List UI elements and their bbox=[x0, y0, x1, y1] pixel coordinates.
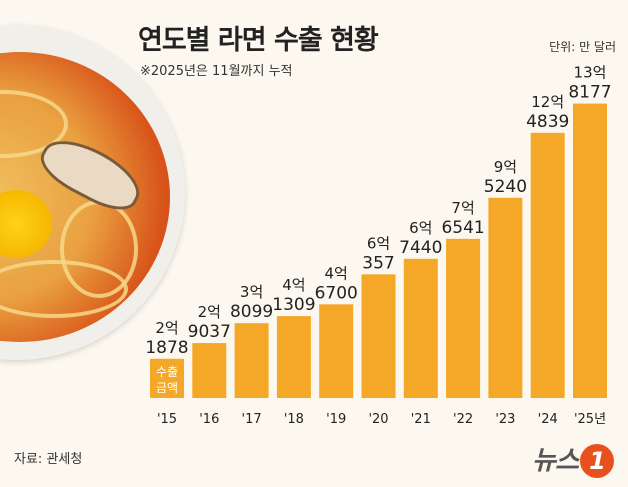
data-label-top: 12억 bbox=[531, 93, 564, 111]
data-label-bottom: 6700 bbox=[315, 283, 358, 303]
unit-label: 단위: 만 달러 bbox=[549, 40, 616, 54]
data-label-bottom: 5240 bbox=[484, 177, 527, 197]
bar bbox=[234, 323, 269, 398]
data-label-top: 6억 bbox=[367, 234, 390, 252]
data-label-top: 6억 bbox=[409, 219, 432, 237]
data-label-bottom: 6541 bbox=[441, 218, 484, 238]
bar bbox=[403, 258, 438, 398]
bar bbox=[530, 132, 565, 398]
data-label-top: 13억 bbox=[574, 64, 607, 82]
data-label-top: 4억 bbox=[282, 276, 305, 294]
data-label-bottom: 9037 bbox=[188, 322, 231, 342]
bar bbox=[361, 274, 396, 398]
bar bbox=[150, 358, 184, 398]
data-label-bottom: 1309 bbox=[272, 295, 315, 315]
data-label-top: 2억 bbox=[198, 303, 221, 321]
data-label-bottom: 8099 bbox=[230, 302, 273, 322]
x-tick-label: '20 bbox=[368, 412, 388, 427]
bar-inner-label: 금액 bbox=[156, 381, 178, 395]
data-label-bottom: 357 bbox=[362, 253, 394, 273]
x-tick-label: '22 bbox=[453, 412, 473, 427]
x-tick-label: '25년 bbox=[574, 412, 606, 427]
bar bbox=[276, 316, 311, 398]
data-label-top: 2억 bbox=[155, 319, 178, 337]
news1-logo: 뉴스 1 bbox=[532, 440, 614, 478]
bar-inner-label: 수출 bbox=[156, 365, 178, 379]
bar bbox=[573, 103, 607, 399]
data-label-bottom: 7440 bbox=[399, 238, 442, 258]
x-tick-label: '23 bbox=[495, 412, 515, 427]
x-tick-label: '21 bbox=[411, 412, 431, 427]
x-tick-label: '17 bbox=[242, 412, 262, 427]
bar bbox=[192, 343, 227, 398]
chart-subtitle: ※2025년은 11월까지 누적 bbox=[140, 64, 293, 79]
data-label-bottom: 8177 bbox=[568, 83, 611, 103]
x-tick-label: '19 bbox=[326, 412, 346, 427]
bar bbox=[319, 304, 354, 398]
bar bbox=[446, 238, 481, 398]
x-tick-label: '24 bbox=[538, 412, 558, 427]
data-label-bottom: 4839 bbox=[526, 112, 569, 132]
x-tick-label: '15 bbox=[157, 412, 177, 427]
x-tick-label: '16 bbox=[199, 412, 219, 427]
bar bbox=[488, 197, 523, 398]
chart-title: 연도별 라면 수출 현황 bbox=[138, 25, 379, 56]
data-label-top: 3억 bbox=[240, 283, 263, 301]
data-label-top: 4억 bbox=[325, 264, 348, 282]
data-label-top: 9억 bbox=[494, 158, 517, 176]
x-tick-label: '18 bbox=[284, 412, 304, 427]
data-label-top: 7억 bbox=[451, 199, 474, 217]
data-label-bottom: 1878 bbox=[145, 338, 188, 358]
source-label: 자료: 관세청 bbox=[14, 452, 83, 467]
